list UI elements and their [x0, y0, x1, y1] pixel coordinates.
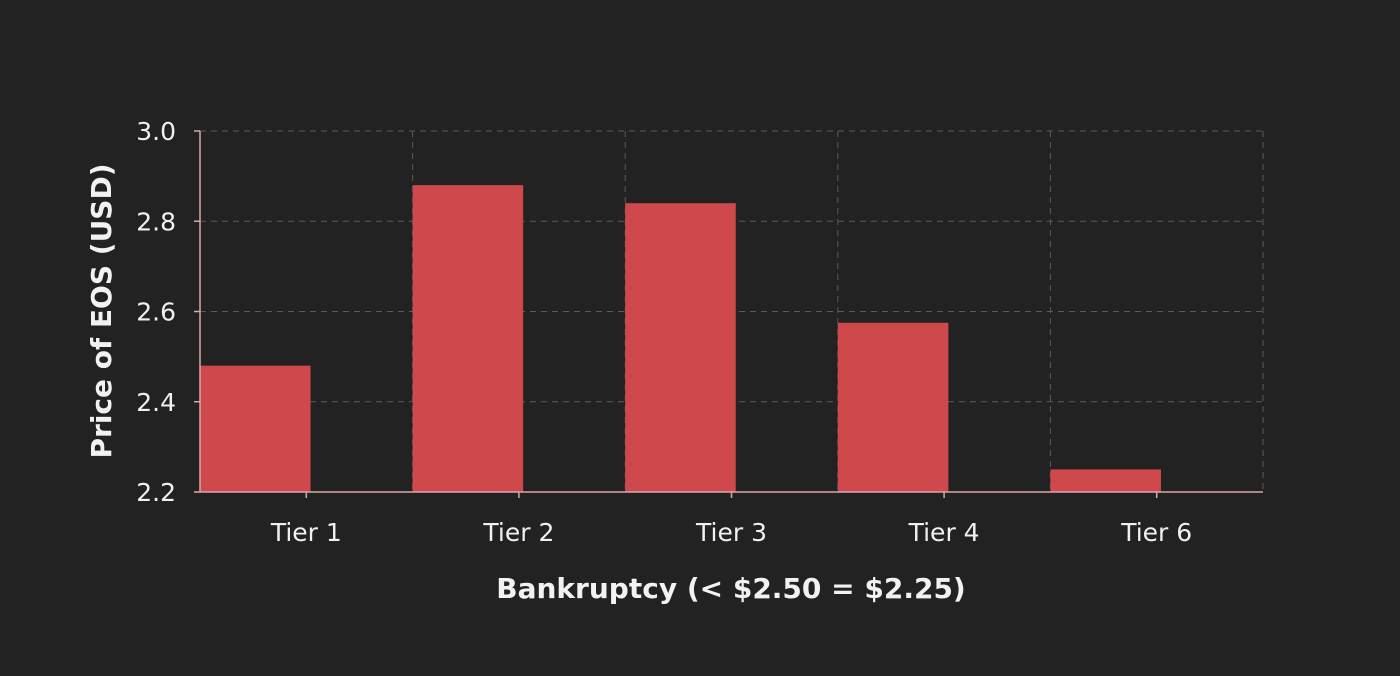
y-axis-title: Price of EOS (USD) — [85, 163, 118, 458]
bars — [200, 185, 1161, 492]
x-tick-labels: Tier 1 Tier 2 Tier 3 Tier 4 Tier 6 — [270, 518, 1192, 547]
x-tick-label: Tier 1 — [270, 518, 342, 547]
x-tick-label: Tier 3 — [695, 518, 767, 547]
x-axis-title: Bankruptcy (< $2.50 = $2.25) — [496, 572, 965, 605]
x-tick-label: Tier 6 — [1120, 518, 1192, 547]
y-tick-labels: 2.2 2.4 2.6 2.8 3.0 — [136, 117, 176, 507]
y-tick-label: 2.8 — [136, 207, 176, 236]
bar — [1050, 469, 1161, 492]
bar — [625, 203, 736, 492]
axes — [194, 130, 1263, 498]
y-tick-label: 2.4 — [136, 388, 176, 417]
bar — [200, 365, 311, 492]
y-tick-label: 2.2 — [136, 478, 176, 507]
y-tick-label: 2.6 — [136, 298, 176, 327]
y-tick-label: 3.0 — [136, 117, 176, 146]
bar — [837, 322, 949, 492]
x-tick-label: Tier 4 — [908, 518, 980, 547]
bar — [412, 185, 524, 492]
x-tick-label: Tier 2 — [482, 518, 554, 547]
